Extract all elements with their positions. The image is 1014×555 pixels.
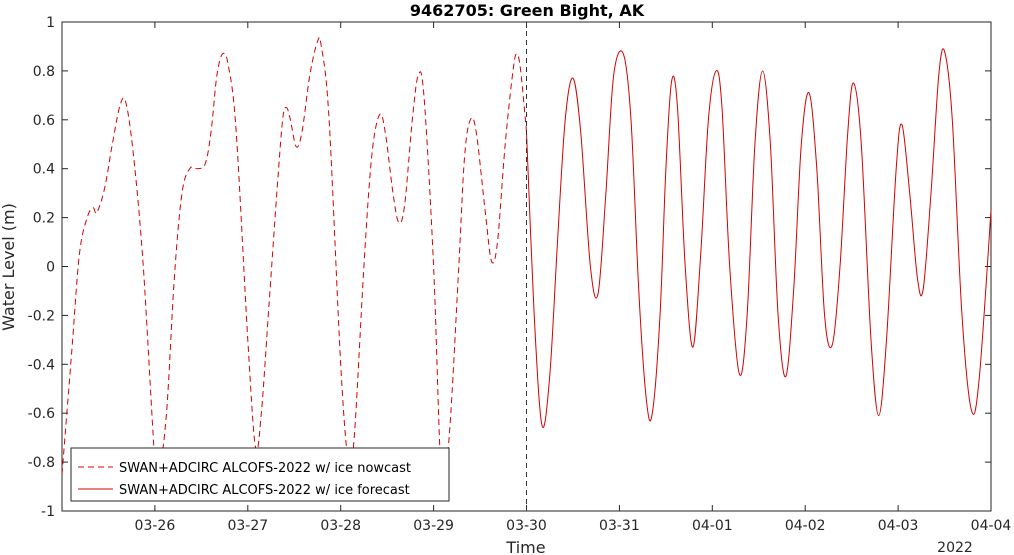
y-tick-label: -0.2 (28, 308, 55, 324)
y-tick-label: -0.6 (28, 406, 55, 422)
x-tick-label: 04-01 (692, 518, 733, 534)
y-tick-label: -0.8 (28, 455, 55, 471)
y-tick-label: 0.6 (33, 113, 55, 129)
x-axis-title: Time (505, 538, 545, 555)
x-tick-label: 03-30 (506, 518, 547, 534)
legend-label-forecast: SWAN+ADCIRC ALCOFS-2022 w/ ice forecast (119, 483, 410, 498)
series-lines (61, 36, 992, 486)
x-tick-label: 03-27 (227, 518, 268, 534)
legend: SWAN+ADCIRC ALCOFS-2022 w/ ice nowcast S… (70, 447, 450, 502)
x-tick-label: 04-02 (785, 518, 826, 534)
y-tick-label: 0 (46, 260, 55, 276)
x-tick-labels: 03-26 03-27 03-28 03-29 03-30 03-31 04-01 04-02… (135, 518, 1012, 534)
legend-box (70, 447, 450, 502)
y-tick-label: 0.2 (33, 211, 55, 227)
x-tick-label: 03-31 (599, 518, 640, 534)
y-tick-label: 1 (46, 15, 55, 31)
y-tick-labels: -1 -0.8 -0.6 -0.4 -0.2 0 0.2 0.4 0.6 0.8 1 (28, 15, 55, 520)
chart-title: 9462705: Green Bight, AK (410, 1, 645, 20)
legend-label-nowcast: SWAN+ADCIRC ALCOFS-2022 w/ ice nowcast (119, 461, 411, 476)
x-tick-label: 04-04 (971, 518, 1012, 534)
x-tick-label: 03-29 (413, 518, 454, 534)
x-tick-label: 03-26 (135, 518, 176, 534)
x-tick-label: 03-28 (320, 518, 361, 534)
y-tick-label: 0.8 (33, 64, 55, 80)
x-tick-label: 04-03 (878, 518, 919, 534)
y-tick-label: 0.4 (33, 162, 55, 178)
y-axis-title: Water Level (m) (0, 203, 18, 331)
year-label: 2022 (937, 540, 973, 555)
y-tick-label: -0.4 (28, 357, 55, 373)
forecast-series-line (526, 48, 992, 428)
y-tick-label: -1 (41, 504, 55, 520)
